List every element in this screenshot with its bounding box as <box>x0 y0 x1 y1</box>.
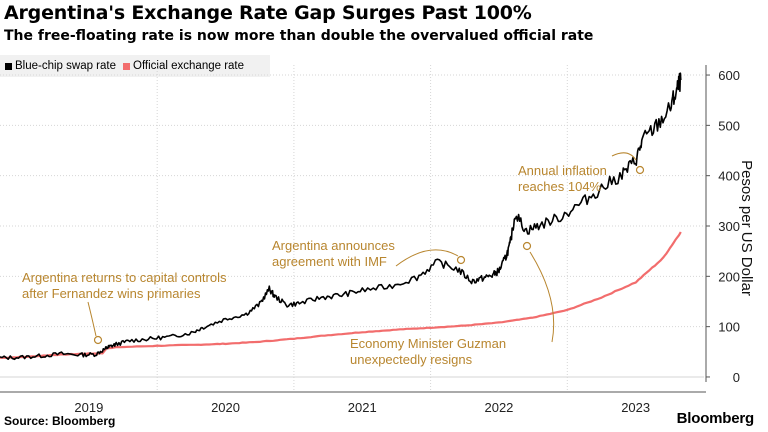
y-tick-label-100: 100 <box>718 320 740 335</box>
y-tick-label-600: 600 <box>718 68 740 83</box>
y-tick-label-0: 0 <box>733 370 740 385</box>
legend-item-blue-chip: Blue-chip swap rate <box>5 60 116 72</box>
x-tick-label-2020: 2020 <box>211 400 240 415</box>
y-tick-label-500: 500 <box>718 118 740 133</box>
legend-label-official: Official exchange rate <box>133 60 245 72</box>
legend: Blue-chip swap rate Official exchange ra… <box>0 55 270 77</box>
y-tick-label-400: 400 <box>718 169 740 184</box>
annotation-3-line-2: reaches 104% <box>518 179 602 194</box>
annotation-1-line-2: after Fernandez wins primaries <box>22 286 201 301</box>
annotation-2-marker <box>456 255 466 265</box>
annotation-1-line-1: Argentina returns to capital controls <box>22 270 227 285</box>
legend-swatch-blue-chip <box>5 62 12 70</box>
annotation-4-pointer <box>529 251 555 343</box>
source-note: Source: Bloomberg <box>4 414 116 428</box>
series-line-blue-chip <box>0 72 682 361</box>
x-tick-label-2019: 2019 <box>74 400 103 415</box>
y-tick-label-200: 200 <box>718 269 740 284</box>
annotation-4-line-2: unexpectedly resigns <box>350 352 473 367</box>
x-tick-label-2023: 2023 <box>621 400 650 415</box>
annotation-2-line-2: agreement with IMF <box>272 254 387 269</box>
x-tick-label-2022: 2022 <box>484 400 513 415</box>
annotation-2-line-1: Argentina announces <box>272 238 395 253</box>
y-axis-title: Pesos per US Dollar <box>738 160 755 296</box>
annotation-4-marker <box>522 241 532 251</box>
legend-label-blue-chip: Blue-chip swap rate <box>15 60 116 72</box>
brand-logo: Bloomberg <box>676 410 755 427</box>
annotation-2-pointer <box>395 249 459 267</box>
annotation-4-line-1: Economy Minister Guzman <box>350 336 506 351</box>
y-tick-label-300: 300 <box>718 219 740 234</box>
legend-swatch-official <box>123 62 130 70</box>
annotation-1-pointer <box>87 301 97 337</box>
x-tick-label-2021: 2021 <box>348 400 377 415</box>
annotation-1-marker <box>93 335 103 345</box>
annotation-3-line-1: Annual inflation <box>518 163 607 178</box>
chart-subtitle: The free-floating rate is now more than … <box>4 28 594 44</box>
annotation-3-marker <box>635 165 645 175</box>
annotation-3-pointer <box>611 152 637 161</box>
chart-title: Argentina's Exchange Rate Gap Surges Pas… <box>4 2 532 24</box>
legend-item-official: Official exchange rate <box>123 60 244 72</box>
